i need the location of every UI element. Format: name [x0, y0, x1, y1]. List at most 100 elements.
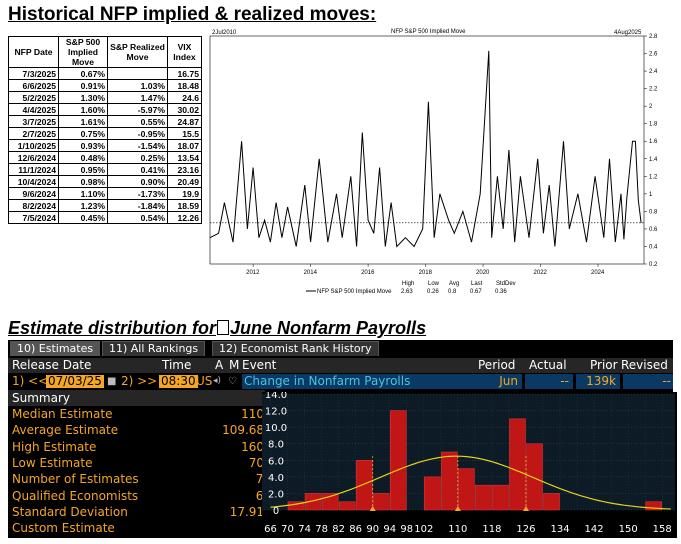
- tab-all-rankings[interactable]: 11) All Rankings: [102, 341, 206, 356]
- cell-realized-move: -1.84%: [107, 199, 168, 212]
- stats-header: StdDev: [496, 281, 516, 287]
- header-revised: Revised: [621, 358, 668, 372]
- summary-row: Low Estimate 70k: [8, 455, 273, 471]
- summary-row: Number of Estimates73: [8, 471, 273, 487]
- heading-text-prefix: Estimate distribution for: [8, 318, 217, 338]
- x-tick-label: 158: [653, 524, 672, 535]
- x-tick-label: 74: [298, 524, 311, 535]
- cell-vix: 18.48: [167, 79, 202, 92]
- cell-implied-move: 0.67%: [58, 67, 108, 80]
- revised-value: --: [623, 374, 673, 389]
- cell-nfp-date: 7/5/2024: [8, 211, 59, 224]
- cell-nfp-date: 10/4/2024: [8, 175, 59, 188]
- speaker-icon[interactable]: ◂): [213, 376, 222, 386]
- table-row: 7/3/2025 0.67% 16.75: [8, 67, 202, 80]
- estimate-marker-icon: [369, 506, 376, 511]
- tab-economist-rank-history[interactable]: 12) Economist Rank History: [212, 341, 379, 356]
- summary-label: Custom Estimate: [12, 521, 115, 536]
- y-tick-label: 10.0: [265, 423, 287, 434]
- tab-bar: 10) Estimates 11) All Rankings 12) Econo…: [8, 340, 673, 356]
- histogram-bar: [304, 493, 322, 511]
- cell-realized-move: 0.55%: [107, 115, 168, 128]
- histogram-bar: [492, 484, 509, 511]
- cell-implied-move: 1.30%: [58, 91, 108, 104]
- cell-implied-move: 1.10%: [58, 187, 108, 200]
- table-row: 12/6/2024 0.48% 0.25% 13.54: [8, 151, 202, 164]
- summary-row: Custom Estimate: [8, 520, 273, 536]
- timezone-label: US: [196, 374, 213, 388]
- cell-nfp-date: 8/2/2024: [8, 199, 59, 212]
- cell-vix: 19.9: [167, 187, 202, 200]
- cell-implied-move: 0.48%: [58, 151, 108, 164]
- cell-realized-move: -0.95%: [107, 127, 168, 140]
- summary-label: Average Estimate: [12, 423, 119, 438]
- histogram-bar: [389, 410, 407, 511]
- cell-vix: 18.59: [167, 199, 202, 212]
- cell-implied-move: 0.75%: [58, 127, 108, 140]
- checkbox-glyph-icon: [217, 320, 230, 335]
- col-header-nfp-date: NFP Date: [8, 36, 59, 68]
- normal-distribution-curve: [270, 455, 671, 510]
- release-date-input[interactable]: 07/03/25: [46, 374, 104, 388]
- cell-nfp-date: 4/4/2025: [8, 103, 59, 116]
- bell-icon[interactable]: ♡: [228, 376, 237, 387]
- cell-realized-move: 1.03%: [107, 79, 168, 92]
- calendar-icon[interactable]: ■: [107, 376, 117, 387]
- x-tick-label: 110: [448, 524, 467, 535]
- x-tick-label: 82: [332, 524, 345, 535]
- cell-nfp-date: 2/7/2025: [8, 127, 59, 140]
- actual-value: --: [525, 374, 573, 389]
- estimate-marker-icon: [522, 506, 529, 511]
- table-row: 10/4/2024 0.98% 0.90% 20.49: [8, 175, 202, 188]
- release-time-field: 08:30: [159, 374, 198, 388]
- cell-implied-move: 0.93%: [58, 139, 108, 152]
- y-tick-label: 6.0: [268, 456, 284, 467]
- event-name-link[interactable]: Change in Nonfarm Payrolls: [242, 374, 474, 389]
- x-tick-label: 2024: [591, 270, 605, 276]
- y-tick-label: 1.2: [649, 174, 658, 180]
- col-header-realized-move: S&P Realized Move: [107, 36, 168, 68]
- legend-label: NFP S&P 500 Implied Move: [317, 289, 392, 295]
- cell-vix: 20.49: [167, 175, 202, 188]
- y-tick-label: 1.8: [649, 122, 658, 128]
- stats-header: Last: [471, 281, 483, 287]
- histogram-bar: [526, 443, 543, 511]
- y-tick-label: 0.6: [649, 227, 658, 233]
- header-a: A: [215, 358, 224, 372]
- stats-header: Low: [428, 281, 440, 287]
- summary-row: Average Estimate 109.68k: [8, 422, 273, 438]
- cell-implied-move: 0.98%: [58, 175, 108, 188]
- estimate-marker-icon: [454, 506, 461, 511]
- cell-nfp-date: 5/2/2025: [8, 91, 59, 104]
- x-tick-label: 90: [366, 524, 379, 535]
- table-row: 6/6/2025 0.91% 1.03% 18.48: [8, 79, 202, 92]
- tab-estimates[interactable]: 10) Estimates: [10, 341, 101, 356]
- prior-value: 139k: [576, 374, 620, 389]
- summary-header: Summary: [8, 390, 265, 406]
- x-tick-label: 134: [550, 524, 569, 535]
- summary-label: Qualified Economists: [12, 488, 139, 503]
- table-row: 7/5/2024 0.45% 0.54% 12.26: [8, 211, 202, 224]
- range-end-label: 4Aug2025: [614, 30, 642, 36]
- y-tick-label: 1.4: [649, 157, 658, 163]
- cell-implied-move: 1.61%: [58, 115, 108, 128]
- cell-vix: 18.07: [167, 139, 202, 152]
- histogram-bar: [645, 501, 662, 511]
- histogram-bar: [458, 468, 475, 511]
- cell-implied-move: 1.23%: [58, 199, 108, 212]
- summary-label: Low Estimate: [12, 455, 93, 470]
- cell-implied-move: 1.60%: [58, 103, 108, 116]
- histogram-bar: [338, 501, 356, 511]
- stats-value: 0.8: [448, 289, 457, 295]
- histogram-bar: [372, 493, 390, 511]
- table-row: 5/2/2025 1.30% 1.47% 24.6: [8, 91, 202, 104]
- y-tick-label: 0.4: [649, 244, 658, 250]
- summary-label: High Estimate: [12, 439, 97, 454]
- section-heading-estimates: Estimate distribution for June Nonfarm Pa…: [8, 318, 426, 339]
- table-row: 3/7/2025 1.61% 0.55% 24.87: [8, 115, 202, 128]
- y-tick-label: 4.0: [268, 473, 284, 484]
- prev-date-button[interactable]: 1) <<: [12, 374, 49, 388]
- next-date-button[interactable]: 2) >>: [121, 374, 158, 388]
- col-header-vix: VIX Index: [167, 36, 202, 68]
- x-tick-label: 2014: [304, 270, 318, 276]
